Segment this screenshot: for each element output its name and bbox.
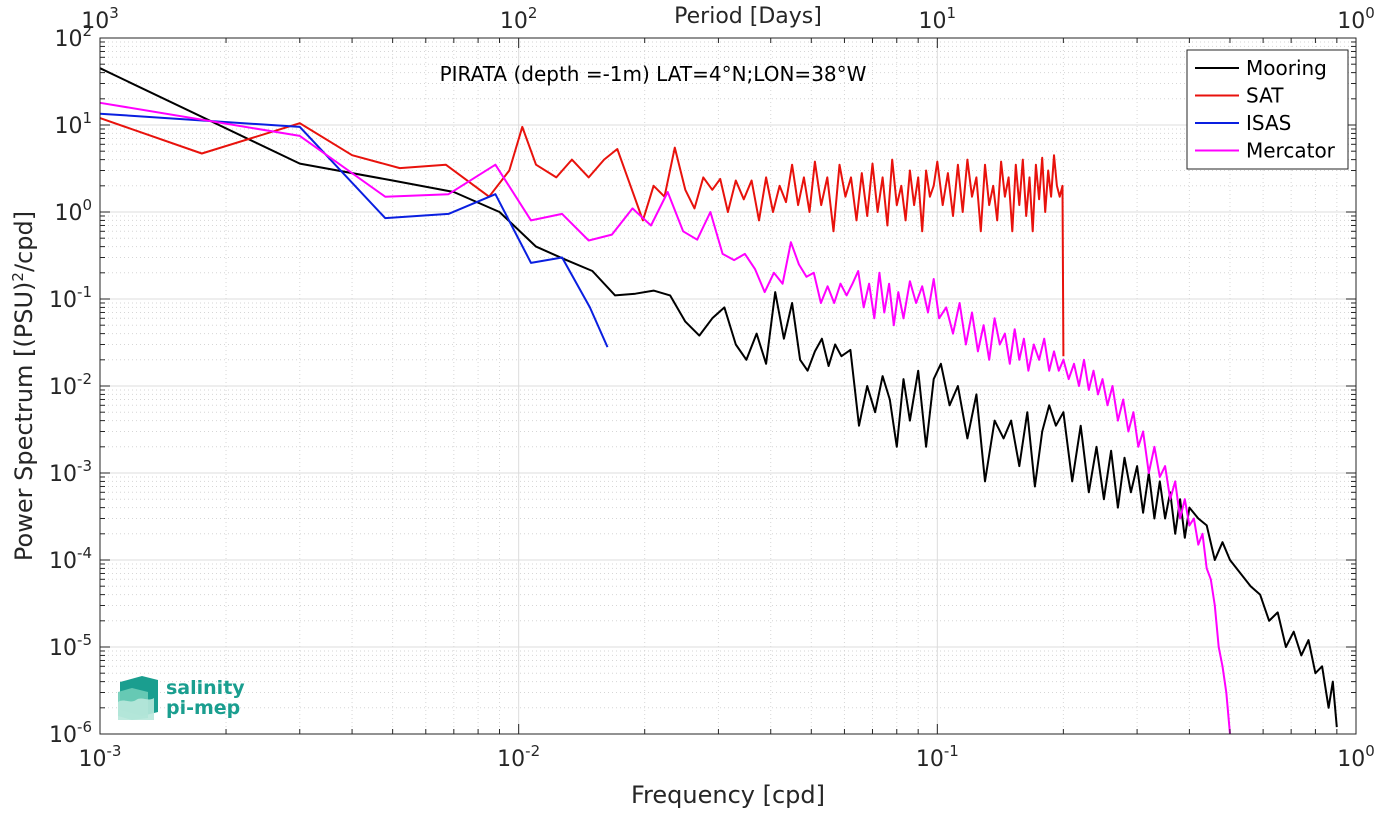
y-axis-title-main: Power Spectrum [(PSU) [10,282,38,561]
y-tick-label-exp: -1 [77,283,92,301]
top-tick-label-base: 10 [1337,9,1365,34]
y-tick-label-exp: 2 [82,22,92,40]
logo-icon [118,676,158,720]
top-tick-label: 103 [81,4,119,34]
x-tick-label-base: 10 [79,747,107,772]
top-tick-label-exp: 3 [109,4,119,22]
legend-label-sat: SAT [1246,84,1284,108]
x-tick-label: 10-2 [497,742,540,772]
legend-box [1186,49,1349,170]
y-tick-label-base: 10 [49,723,77,748]
series-layer [99,67,1338,735]
x-tick-label-base: 10 [916,747,944,772]
y-tick-label-base: 10 [54,114,82,139]
ticks-layer [99,37,1357,735]
y-tick-label-base: 10 [49,288,77,313]
y-tick-label: 101 [54,109,92,139]
y-tick-label-exp: 0 [82,196,92,214]
y-axis-title-sup: 2 [9,272,27,282]
y-tick-label-base: 10 [49,375,77,400]
y-tick-label-exp: -5 [77,631,92,649]
y-tick-label: 10-6 [49,718,92,748]
top-tick-label: 102 [500,4,538,34]
y-tick-label: 10-5 [49,631,92,661]
x-axis-title: Frequency [cpd] [631,781,825,809]
x-tick-label-exp: 0 [1365,742,1375,760]
top-tick-label-base: 10 [500,9,528,34]
x-tick-label-exp: -2 [525,742,540,760]
top-tick-label: 100 [1337,4,1375,34]
y-tick-label: 10-1 [49,283,92,313]
logo-text-line1: salinity [166,677,245,699]
y-tick-label: 100 [54,196,92,226]
top-tick-label-exp: 1 [947,4,957,22]
y-axis-title-tail: /cpd] [10,211,38,272]
y-tick-label: 10-2 [49,370,92,400]
x-tick-label-base: 10 [1337,747,1365,772]
x-tick-label: 10-3 [79,742,122,772]
y-tick-label: 10-3 [49,457,92,487]
series-line-mooring [99,67,1338,728]
salinity-pi-mep-logo: salinity pi-mep [118,676,245,720]
x-tick-label-exp: -1 [944,742,959,760]
top-tick-label-base: 10 [81,9,109,34]
y-tick-label-exp: -6 [77,718,92,736]
legend: Mooring SAT ISAS Mercator [1186,49,1349,170]
y-tick-label: 102 [54,22,92,52]
y-tick-label-base: 10 [49,549,77,574]
y-tick-label-base: 10 [54,201,82,226]
legend-label-isas: ISAS [1246,111,1291,135]
y-tick-label-exp: 1 [82,109,92,127]
series-line-sat [99,117,1065,357]
legend-label-mercator: Mercator [1246,139,1336,163]
x-tick-label-exp: -3 [107,742,122,760]
y-tick-label-exp: -3 [77,457,92,475]
plot-title: PIRATA (depth =-1m) LAT=4°N;LON=38°W [440,62,867,86]
y-tick-label-base: 10 [49,462,77,487]
y-tick-label: 10-4 [49,544,92,574]
logo-text-line2: pi-mep [166,697,240,719]
y-tick-label-base: 10 [49,636,77,661]
legend-label-mooring: Mooring [1246,56,1327,80]
top-tick-label-base: 10 [919,9,947,34]
x-tick-label: 10-1 [916,742,959,772]
top-tick-label-exp: 0 [1365,4,1375,22]
y-axis-title: Power Spectrum [(PSU)2/cpd] [9,211,38,561]
y-tick-label-base: 10 [54,27,82,52]
y-tick-label-exp: -4 [77,544,92,562]
series-line-mercator [99,101,1231,735]
top-tick-label: 101 [919,4,957,34]
top-axis-title: Period [Days] [674,4,822,29]
x-tick-label-base: 10 [497,747,525,772]
top-tick-label-exp: 2 [528,4,538,22]
y-tick-label-exp: -2 [77,370,92,388]
x-tick-label: 100 [1337,742,1375,772]
